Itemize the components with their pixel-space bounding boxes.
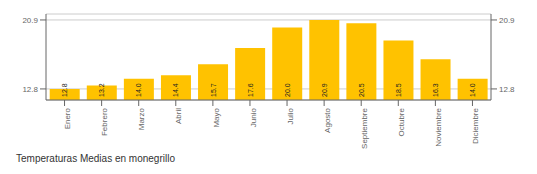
svg-text:Diciembre: Diciembre [471,107,480,144]
svg-text:18.5: 18.5 [395,83,402,97]
html-text:Temperaturas Medias en monegri: Temperaturas Medias en monegrillo [16,153,175,164]
svg-text:13.2: 13.2 [98,83,105,97]
svg-text:Agosto: Agosto [323,107,332,132]
svg-text:Julio: Julio [286,107,295,124]
svg-text:15.7: 15.7 [210,83,217,97]
svg-text:14.4: 14.4 [172,83,179,97]
svg-text:12.8: 12.8 [499,85,515,94]
svg-text:20.9: 20.9 [321,83,328,97]
svg-text:12.8: 12.8 [61,83,68,97]
svg-text:20.0: 20.0 [284,83,291,97]
svg-text:Abril: Abril [174,108,183,124]
svg-text:Octubre: Octubre [397,107,406,136]
svg-text:Febrero: Febrero [100,107,109,136]
svg-text:Marzo: Marzo [137,107,146,130]
svg-text:Noviembre: Noviembre [434,107,443,146]
svg-text:17.6: 17.6 [247,83,254,97]
svg-text:14.0: 14.0 [469,83,476,97]
svg-text:Junio: Junio [249,107,258,127]
svg-text:20.9: 20.9 [22,16,38,25]
svg-text:Mayo: Mayo [212,107,221,127]
svg-text:14.0: 14.0 [135,83,142,97]
svg-text:Septiembre: Septiembre [360,107,369,148]
svg-text:Enero: Enero [63,107,72,129]
svg-text:20.9: 20.9 [499,16,515,25]
svg-text:12.8: 12.8 [22,85,38,94]
svg-text:16.3: 16.3 [432,83,439,97]
svg-text:20.5: 20.5 [358,83,365,97]
